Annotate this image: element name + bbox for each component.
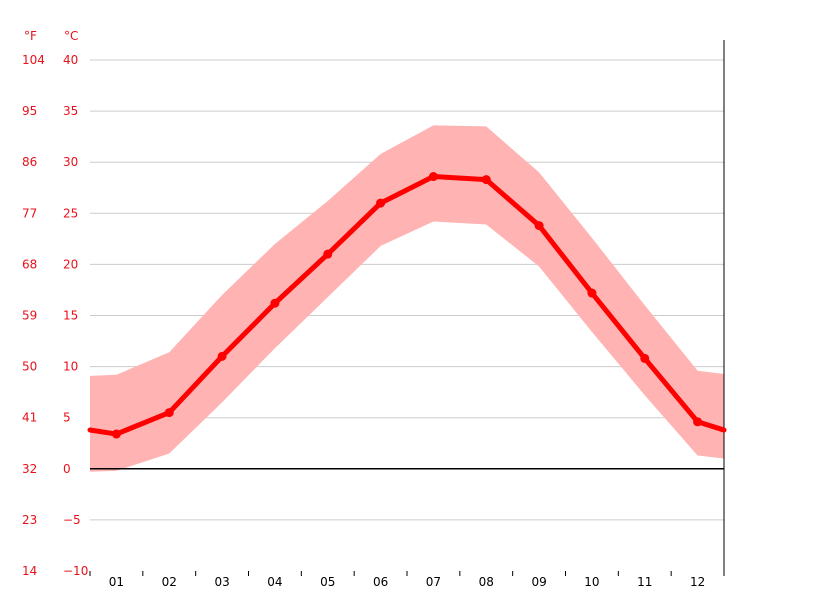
x-tick-label: 11 bbox=[637, 575, 652, 589]
x-tick-label: 12 bbox=[690, 575, 705, 589]
y-tick-label-celsius: −10 bbox=[63, 564, 88, 578]
x-tick-label: 04 bbox=[267, 575, 282, 589]
x-tick-label: 01 bbox=[109, 575, 124, 589]
temperature-range-band bbox=[90, 125, 724, 472]
data-point bbox=[481, 175, 491, 185]
data-point bbox=[587, 288, 597, 298]
y-tick-label-celsius: 35 bbox=[63, 104, 78, 118]
y-tick-label-fahrenheit: 59 bbox=[22, 309, 37, 323]
y-tick-label-celsius: 20 bbox=[63, 257, 78, 271]
y-tick-label-fahrenheit: 95 bbox=[22, 104, 37, 118]
data-point bbox=[640, 353, 650, 363]
y-tick-label-celsius: 30 bbox=[63, 155, 78, 169]
data-point bbox=[428, 172, 438, 182]
y-tick-label-fahrenheit: 41 bbox=[22, 411, 37, 425]
x-tick-label: 09 bbox=[531, 575, 546, 589]
data-point bbox=[534, 221, 544, 231]
x-axis-labels: 01 02 03 04 05 06 07 08 09 10 11 12 bbox=[109, 575, 705, 589]
x-tick-label: 02 bbox=[162, 575, 177, 589]
x-tick-label: 05 bbox=[320, 575, 335, 589]
data-point bbox=[270, 298, 280, 308]
y-tick-label-celsius: −5 bbox=[63, 513, 81, 527]
y-tick-label-fahrenheit: 50 bbox=[22, 360, 37, 374]
x-tick-label: 10 bbox=[584, 575, 599, 589]
data-point bbox=[164, 408, 174, 418]
y-tick-label-celsius: 25 bbox=[63, 206, 78, 220]
x-axis-ticks bbox=[89, 571, 725, 576]
y-tick-label-fahrenheit: 77 bbox=[22, 206, 37, 220]
y-tick-label-fahrenheit: 86 bbox=[22, 155, 37, 169]
y-tick-label-celsius: 5 bbox=[63, 411, 71, 425]
temperature-series-line bbox=[87, 174, 727, 437]
data-point bbox=[376, 198, 386, 208]
x-tick-label: 03 bbox=[214, 575, 229, 589]
data-point bbox=[693, 417, 703, 427]
x-tick-label: 07 bbox=[426, 575, 441, 589]
y-tick-label-fahrenheit: 32 bbox=[22, 462, 37, 476]
y-tick-label-celsius: 15 bbox=[63, 309, 78, 323]
temperature-points bbox=[111, 172, 703, 439]
fahrenheit-unit-label: °F bbox=[24, 29, 37, 43]
y-tick-label-celsius: 0 bbox=[63, 462, 71, 476]
celsius-unit-label: °C bbox=[64, 29, 78, 43]
y-axis-labels: 104 40 95 35 86 30 77 25 68 20 59 15 50 10 41 5 32 0 23 −5 1… bbox=[22, 53, 88, 578]
y-tick-label-celsius: 10 bbox=[63, 360, 78, 374]
x-tick-label: 06 bbox=[373, 575, 388, 589]
x-tick-label: 08 bbox=[479, 575, 494, 589]
y-tick-label-fahrenheit: 68 bbox=[22, 257, 37, 271]
data-point bbox=[323, 249, 333, 259]
y-tick-label-fahrenheit: 104 bbox=[22, 53, 45, 67]
y-tick-label-fahrenheit: 23 bbox=[22, 513, 37, 527]
data-point bbox=[217, 351, 227, 361]
data-point bbox=[111, 429, 121, 439]
y-tick-label-celsius: 40 bbox=[63, 53, 78, 67]
y-tick-label-fahrenheit: 14 bbox=[22, 564, 37, 578]
